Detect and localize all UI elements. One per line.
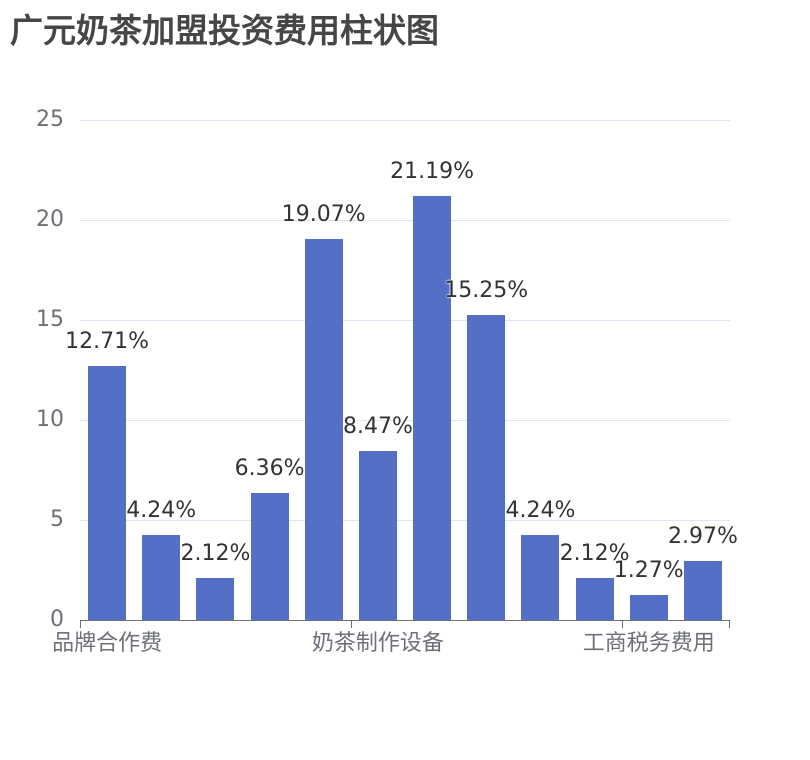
bar[interactable] bbox=[683, 560, 722, 620]
y-axis-tick-label: 25 bbox=[36, 107, 64, 132]
bar[interactable] bbox=[575, 577, 614, 620]
x-axis-line bbox=[80, 620, 730, 621]
x-axis-tick bbox=[622, 620, 623, 628]
y-axis-tick-label: 10 bbox=[36, 407, 64, 432]
bar[interactable] bbox=[358, 450, 397, 620]
bar-value-label: 2.97% bbox=[667, 523, 738, 549]
x-axis-category-label: 奶茶制作设备 bbox=[311, 631, 444, 656]
y-gridline bbox=[80, 520, 730, 521]
bar-value-label: 15.25% bbox=[444, 278, 529, 303]
x-axis-category-label: 品牌合作费 bbox=[52, 631, 163, 656]
y-gridline bbox=[80, 120, 730, 121]
y-axis-tick-label: 20 bbox=[36, 207, 64, 232]
bar[interactable] bbox=[521, 535, 560, 620]
y-axis-tick-label: 5 bbox=[50, 507, 64, 532]
bar[interactable] bbox=[413, 196, 452, 620]
y-axis-tick-label: 15 bbox=[36, 307, 64, 332]
bar[interactable] bbox=[629, 594, 668, 620]
bar-value-label: 1.27% bbox=[613, 557, 684, 583]
y-gridline bbox=[80, 420, 730, 421]
y-axis-tick-label: 0 bbox=[50, 607, 64, 632]
bar[interactable] bbox=[467, 315, 506, 620]
y-gridline bbox=[80, 220, 730, 221]
bar[interactable] bbox=[250, 492, 289, 620]
bar-value-label: 4.24% bbox=[126, 498, 197, 524]
bar-value-label: 8.47% bbox=[342, 413, 413, 439]
chart-title: 广元奶茶加盟投资费用柱状图 bbox=[10, 11, 439, 50]
y-gridline bbox=[80, 320, 730, 321]
bar-value-label: 12.71% bbox=[65, 328, 150, 354]
x-axis-category-label: 工商税务费用 bbox=[582, 631, 715, 656]
bar-value-label: 2.12% bbox=[559, 540, 630, 566]
bar[interactable] bbox=[304, 238, 343, 620]
bar[interactable] bbox=[196, 577, 235, 620]
bar-value-label: 6.36% bbox=[234, 455, 305, 481]
bar[interactable] bbox=[142, 535, 181, 620]
bar-value-label: 4.24% bbox=[505, 498, 576, 524]
bar-value-label: 19.07% bbox=[281, 201, 366, 227]
x-axis-tick bbox=[351, 620, 352, 628]
bar-value-label: 21.19% bbox=[390, 159, 475, 185]
bar-value-label: 2.12% bbox=[180, 540, 251, 566]
bar[interactable] bbox=[88, 365, 127, 620]
x-axis-tick bbox=[729, 620, 730, 628]
x-axis-tick bbox=[80, 620, 81, 628]
